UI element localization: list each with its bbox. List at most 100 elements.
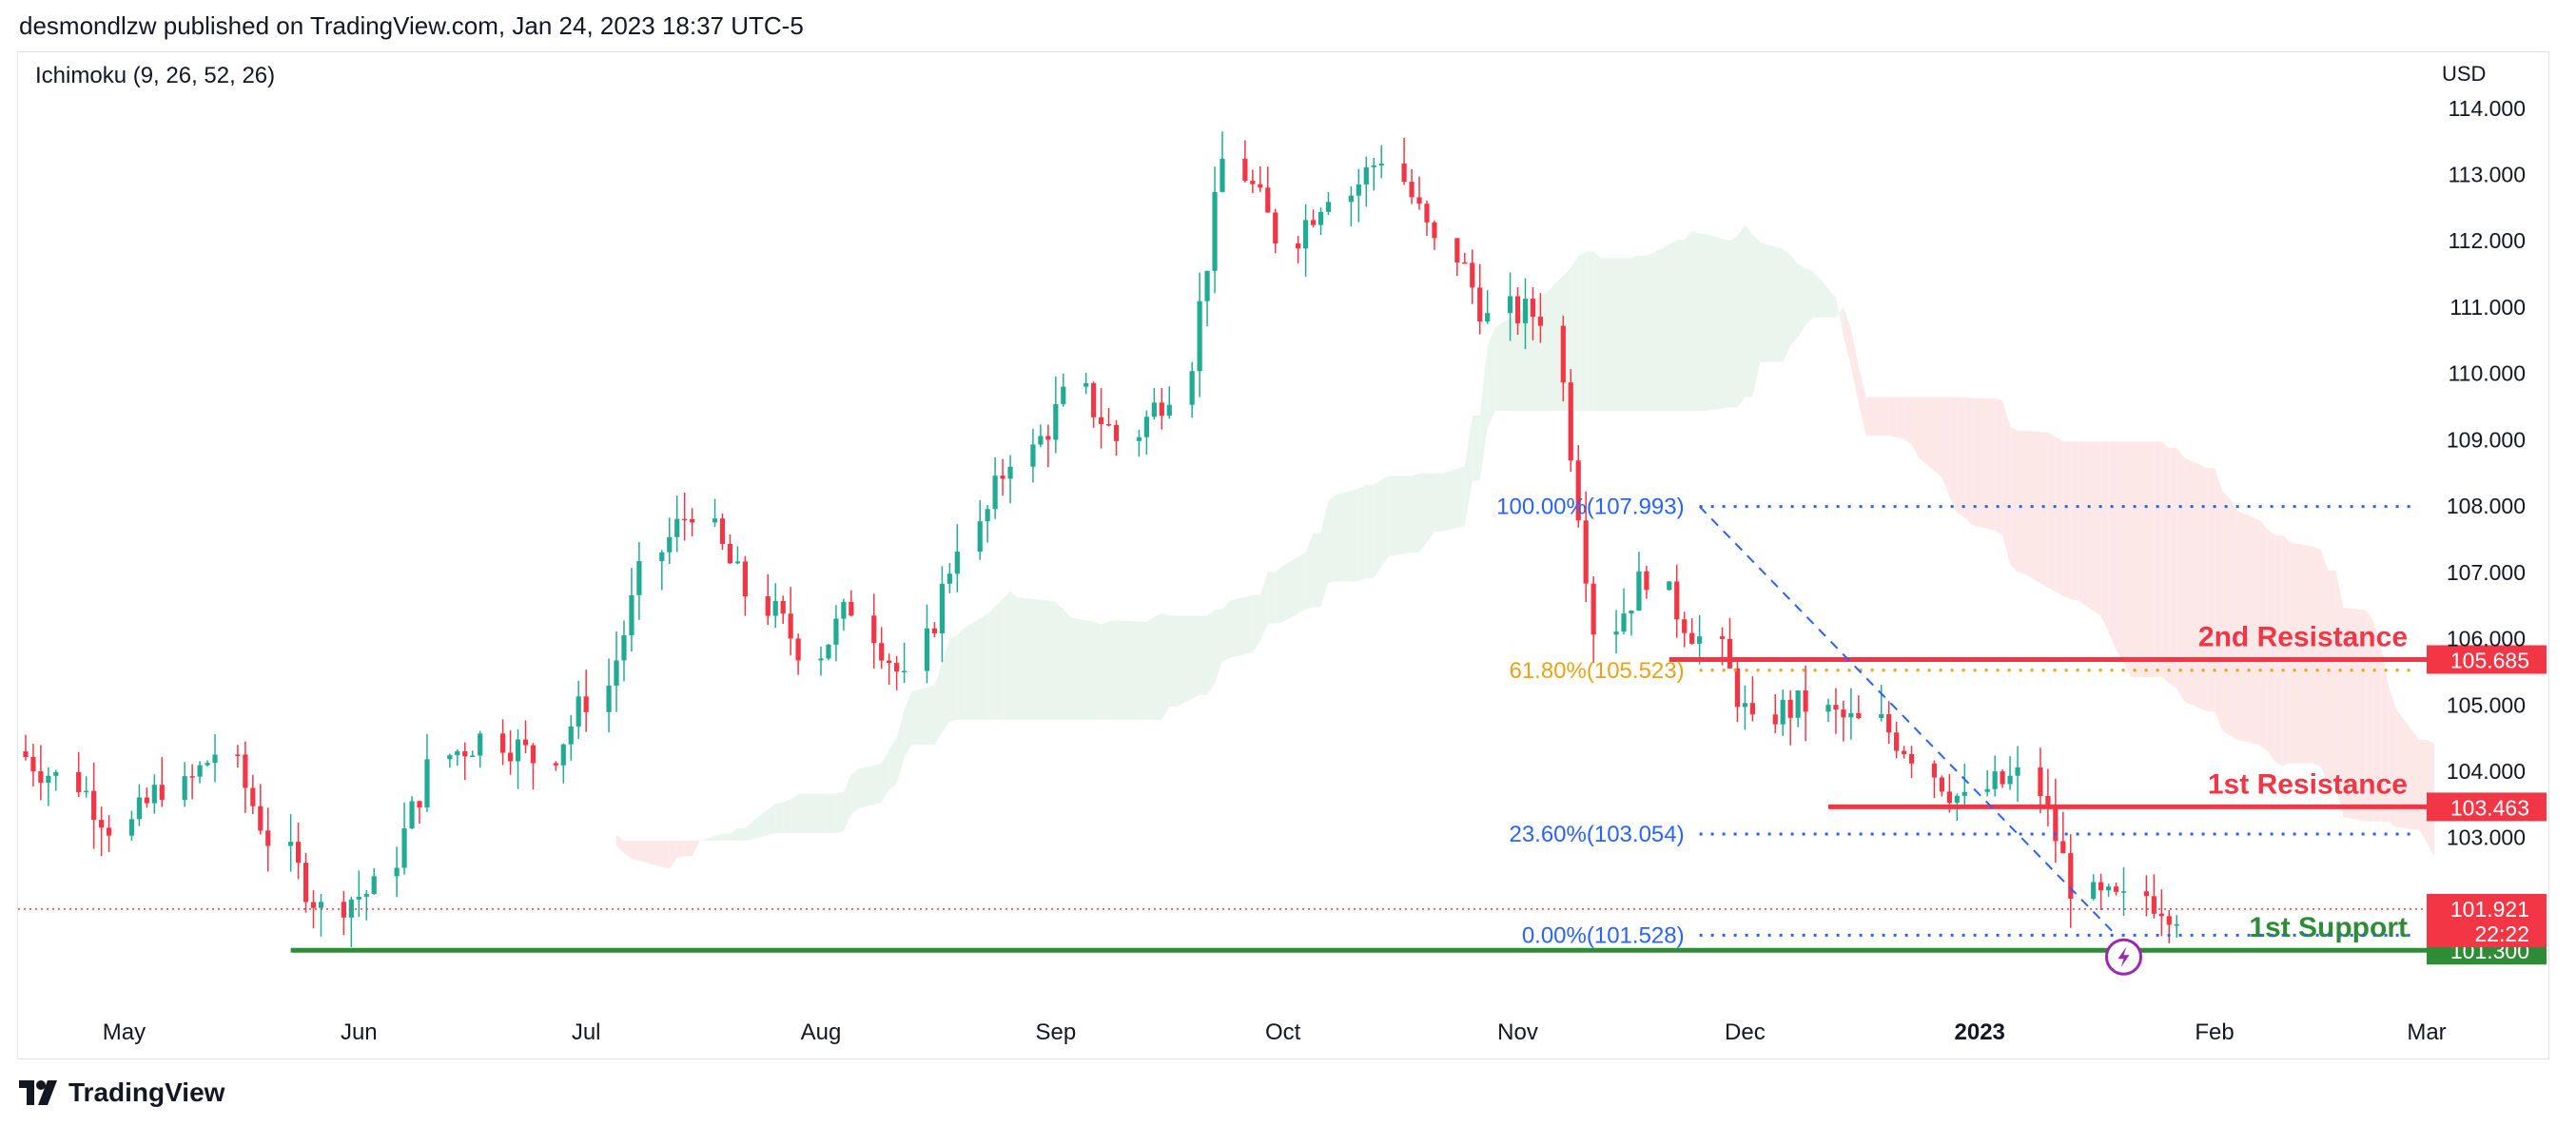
cloud-segment (1601, 258, 1624, 411)
cloud-segment (1911, 397, 1920, 458)
last-price-tag (2427, 893, 2547, 947)
cloud-segment (1865, 397, 1889, 436)
candle-body (1879, 714, 1884, 719)
candle-body (1317, 211, 1324, 225)
cloud-segment (1063, 609, 1071, 720)
candle-body (1689, 632, 1695, 644)
cloud-segment (2396, 709, 2420, 830)
indicator-label[interactable]: Ichimoku (9, 26, 52, 26) (35, 63, 275, 88)
cloud-segment (1018, 597, 1041, 720)
candle-body (1961, 791, 1967, 796)
y-tick-label: 107.000 (2447, 560, 2526, 585)
candle-body (288, 842, 294, 846)
cloud-segment (745, 821, 753, 841)
level-price-label: 105.685 (2450, 649, 2529, 673)
candle-body (197, 765, 203, 777)
candle-body (522, 739, 529, 746)
price-chart[interactable]: 2nd Resistance 105.685 1st Resistance 103.4… (18, 52, 2548, 1058)
cloud-segment (676, 840, 685, 858)
candle-body (1908, 753, 1915, 764)
candle-body (1644, 571, 1649, 591)
candle-body (1053, 403, 1059, 440)
cloud-segment (1896, 397, 1904, 439)
chart-frame[interactable]: 2nd Resistance 105.685 1st Resistance 103.4… (17, 51, 2549, 1059)
y-tick-label: 109.000 (2447, 427, 2526, 452)
candle-body (1856, 712, 1862, 719)
candle-body (106, 827, 112, 836)
cloud-segment (730, 827, 738, 841)
cloud-segment (1101, 621, 1109, 720)
candle-body (583, 696, 589, 712)
cloud-segment (2010, 426, 2019, 573)
candle-body (553, 763, 558, 766)
candle-body (674, 518, 680, 537)
cloud-segment (646, 840, 670, 869)
ichimoku-cloud (616, 224, 2434, 869)
candle-body (250, 787, 256, 806)
cloud-segment (2419, 739, 2427, 843)
cloud-segment (1123, 620, 1147, 720)
cloud-segment (737, 827, 746, 841)
y-tick-label: 108.000 (2447, 494, 2526, 518)
candle-body (515, 739, 521, 762)
cloud-segment (1729, 235, 1738, 408)
last-price-label: 101.921 (2450, 897, 2529, 922)
tradingview-logo-icon (19, 1080, 57, 1105)
cloud-segment (1010, 591, 1019, 720)
candle-body (1537, 317, 1544, 326)
candle-body (318, 902, 324, 908)
cloud-segment (965, 613, 988, 720)
cloud-segment (2366, 610, 2374, 822)
candle-body (977, 521, 983, 553)
cloud-segment (1328, 495, 1337, 583)
x-tick-label: Sep (1035, 1019, 1076, 1045)
tradingview-logo[interactable]: TradingView (19, 1077, 224, 1109)
candle-body (992, 476, 998, 510)
candle-body (1485, 313, 1491, 322)
candle-body (1787, 699, 1793, 718)
candle-body (455, 750, 460, 756)
cloud-segment (1760, 242, 1784, 363)
cloud-segment (2290, 542, 2313, 764)
cloud-segment (1215, 609, 1222, 684)
candle-body (462, 750, 468, 757)
candle-body (409, 801, 415, 829)
candle-body (614, 660, 619, 686)
cloud-segment (2184, 457, 2208, 711)
candle-body (1273, 212, 1278, 244)
candle-body (1902, 750, 1907, 754)
cloud-segment (1434, 473, 1442, 532)
cloud-segment (1320, 500, 1329, 608)
cloud-segment (1699, 233, 1708, 411)
cloud-segment (1374, 479, 1382, 578)
candle-body (1470, 262, 1475, 288)
candle-body (1212, 191, 1218, 271)
candle-body (1894, 732, 1900, 751)
cloud-segment (911, 685, 935, 746)
candle-body (1841, 709, 1846, 718)
cloud-segment (1259, 572, 1268, 642)
candle-body (742, 561, 748, 597)
cloud-segment (1252, 594, 1260, 652)
cloud-segment (1783, 248, 1791, 362)
candle-body (1462, 262, 1468, 264)
cloud-segment (2070, 441, 2078, 601)
cloud-segment (2154, 441, 2162, 677)
cloud-segment (2025, 430, 2048, 588)
cloud-segment (934, 662, 943, 746)
candle-body (151, 785, 157, 804)
price-axis: 114.000 113.000 112.000 111.000 110.000 109.0… (103, 96, 2526, 1045)
candle-body (841, 601, 847, 619)
candle-body (1363, 166, 1369, 184)
candle-body (1621, 613, 1627, 632)
candle-body (2151, 896, 2156, 914)
candle-body (1749, 703, 1755, 715)
cloud-segment (722, 833, 731, 841)
cloud-segment (1336, 488, 1359, 582)
cloud-segment (1942, 397, 1950, 497)
candle-body (1296, 243, 1301, 249)
level-name: 2nd Resistance (2198, 622, 2408, 653)
cloud-segment (904, 690, 912, 758)
cloud-segment (1745, 224, 1753, 398)
candle-body (1242, 158, 1248, 182)
